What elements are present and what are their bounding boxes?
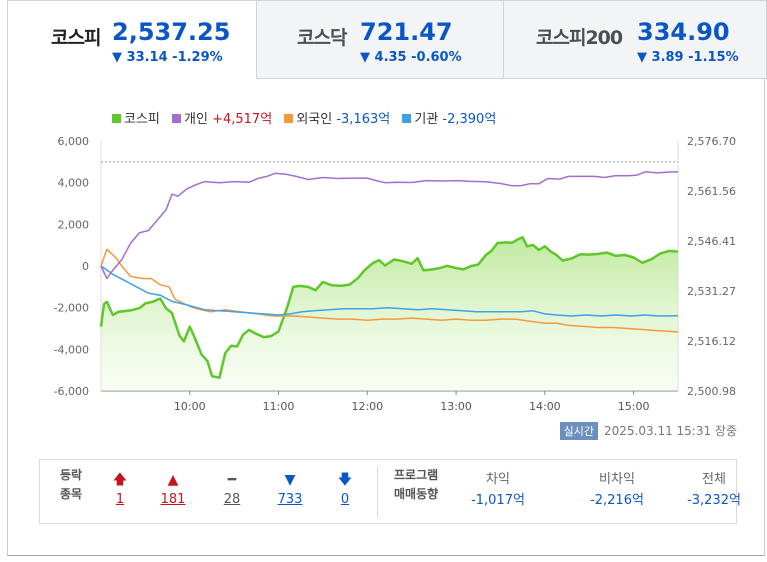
right-axis-tick-label: 2,576.70 [687,135,736,148]
right-axis-tick-label: 2,516.12 [687,335,736,348]
program-item-value: -2,216억 [590,493,644,508]
tab-kosdaq[interactable]: 코스닥 721.47 ▼ 4.35 -0.60% [256,0,504,79]
program-label-line2: 매매동향 [394,487,439,501]
intraday-chart: 6,000 4,000 2,000 0 -2,000 -4,000 -6,000 2,576.… [54,135,736,413]
tab-kospi-value: 2,537.25 [112,18,231,46]
stock-count-flat[interactable]: ━ 28 [212,470,252,510]
series-kospi-area [101,237,678,391]
tab-kospi-name: 코스피 [51,27,101,49]
stock-count-value[interactable]: 0 [340,492,350,507]
widget-frame [7,0,765,556]
realtime-badge[interactable]: 실시간 [559,422,598,440]
stocks-label: 등락 종목 [60,466,82,504]
series-individual-line [100,171,679,280]
stocks-label-line2: 종목 [60,487,83,501]
legend-kospi: 코스피 [112,112,160,127]
stock-count-upper-limit[interactable]: 🡅 1 [100,470,140,510]
tab-kospi-change: ▼ 33.14 -1.29% [112,50,223,65]
tab-kospi200-change: ▼ 3.89 -1.15% [637,50,739,65]
program-item-label: 전체 [702,472,726,487]
left-axis-tick-label: -2,000 [54,302,89,315]
stock-count-lower-limit[interactable]: 🡇 0 [325,470,365,510]
timestamp-text: 2025.03.11 15:31 장중 [604,424,737,438]
right-axis-tick-label: 2,500.98 [687,385,736,398]
program-item-label: 비차익 [599,472,635,487]
legend-individual-value: +4,517억 [212,112,273,127]
chart-legend: 코스피 개인 +4,517억 외국인 -3,163억 기관 -2,390억 [112,108,504,127]
legend-foreign-label: 외국인 [296,112,333,127]
legend-institution-value: -2,390억 [442,112,497,127]
left-axis-tick-label: -6,000 [54,385,89,398]
left-axis-tick-label: -4,000 [54,343,89,356]
x-axis-tick-label: 10:00 [174,400,206,413]
stock-count-value[interactable]: 733 [277,492,303,507]
stock-count-fall[interactable]: ▼ 733 [270,470,310,510]
legend-individual: 개인 +4,517억 [172,112,272,127]
legend-foreign-swatch [284,114,294,123]
left-axis-tick-label: 6,000 [58,135,90,148]
upper-limit-icon: 🡅 [112,472,128,488]
flat-icon: ━ [227,472,237,488]
tab-kospi[interactable]: 코스피 2,537.25 ▼ 33.14 -1.29% [7,0,257,79]
program-item: 전체 -3,232억 [664,470,764,512]
legend-institution-label: 기관 [414,112,439,127]
left-axis-tick-label: 2,000 [58,218,90,231]
tab-kospi200-name: 코스피200 [536,27,623,49]
series-institution-line [100,265,679,317]
legend-institution-swatch [402,114,412,123]
legend-kospi-label: 코스피 [124,112,160,127]
stock-count-value[interactable]: 181 [160,492,186,507]
tab-kospi200-value: 334.90 [637,18,730,46]
legend-institution: 기관 -2,390억 [402,112,496,127]
x-axis-tick-label: 13:00 [440,400,472,413]
legend-individual-label: 개인 [184,112,208,127]
legend-kospi-swatch [112,114,121,123]
program-label-line1: 프로그램 [394,468,439,482]
program-item: 차익 -1,017억 [448,470,548,512]
lower-limit-icon: 🡇 [337,472,353,488]
tab-kospi200[interactable]: 코스피200 334.90 ▼ 3.89 -1.15% [503,0,767,79]
program-item-label: 차익 [486,472,510,487]
series-foreign-line [100,248,679,333]
stocks-label-line1: 등락 [60,468,83,482]
series-kospi-line [99,236,679,379]
stock-count-value[interactable]: 1 [115,492,125,507]
x-axis-tick-label: 14:00 [529,400,561,413]
fall-icon: ▼ [284,472,296,488]
x-axis-tick-label: 11:00 [263,400,295,413]
right-axis-tick-label: 2,561.56 [687,185,736,198]
tab-kosdaq-change: ▼ 4.35 -0.60% [360,50,462,65]
x-axis-tick-label: 12:00 [351,400,383,413]
stock-count-rise[interactable]: ▲ 181 [153,470,193,510]
program-item-value: -1,017억 [471,493,525,508]
right-axis-tick-label: 2,546.41 [687,235,736,248]
program-label: 프로그램 매매동향 [394,466,438,504]
legend-individual-swatch [172,114,182,123]
program-item-value: -3,232억 [687,493,741,508]
left-axis-tick-label: 0 [82,260,89,273]
left-axis-tick-label: 4,000 [58,177,90,190]
x-axis-tick-label: 15:00 [618,400,650,413]
program-item: 비차익 -2,216억 [567,470,667,512]
right-axis-tick-label: 2,531.27 [687,285,736,298]
market-summary-panel: 등락 종목 🡅 1 ▲ 181 ━ 28 ▼ 733 🡇 0 프로그램 매매동향 차익 -1,017… [39,459,741,524]
legend-foreign: 외국인 -3,163억 [284,112,390,127]
tab-kosdaq-name: 코스닥 [297,27,347,49]
panel-divider [377,466,378,518]
legend-foreign-value: -3,163억 [336,112,391,127]
stock-count-value[interactable]: 28 [223,492,241,507]
realtime-timestamp: 실시간 2025.03.11 15:31 장중 [559,422,737,440]
index-tabs: 코스피 2,537.25 ▼ 33.14 -1.29% 코스닥 721.47 ▼… [7,0,767,79]
tab-kosdaq-value: 721.47 [360,18,453,46]
rise-icon: ▲ [167,472,179,488]
